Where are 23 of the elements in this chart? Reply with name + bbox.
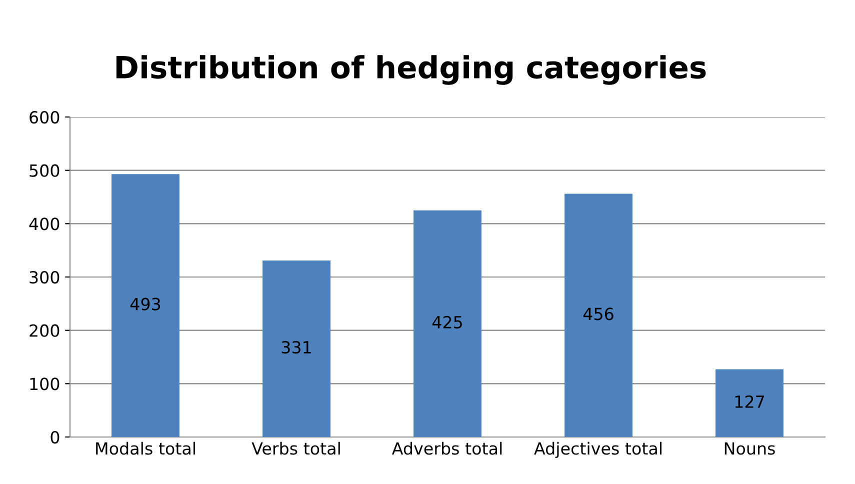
x-tick-label: Adjectives total: [534, 442, 662, 458]
bar: [564, 194, 632, 437]
y-tick-label: 400: [29, 218, 60, 230]
data-label: 425: [432, 316, 462, 329]
bar: [716, 369, 784, 437]
data-label: 127: [735, 395, 764, 408]
y-tick-label: 0: [50, 430, 60, 444]
chart-title: Distribution of hedging categories: [116, 55, 706, 85]
y-tick-label: 200: [30, 324, 60, 337]
x-tick-label: Nouns: [724, 442, 775, 455]
data-label: 331: [282, 340, 311, 354]
bar: [112, 174, 180, 437]
y-tick-label: 500: [30, 164, 60, 177]
data-label: 493: [130, 298, 160, 310]
x-tick-label: Adverbs total: [392, 442, 502, 455]
y-tick-label: 100: [30, 378, 60, 390]
data-label: 456: [583, 308, 614, 320]
x-tick-label: Modals total: [96, 442, 195, 455]
x-tick-label: Verbs total: [252, 442, 340, 455]
bar: [414, 210, 482, 437]
bar: [262, 260, 330, 437]
y-tick-label: 600: [30, 110, 60, 124]
y-tick-label: 300: [30, 270, 60, 284]
